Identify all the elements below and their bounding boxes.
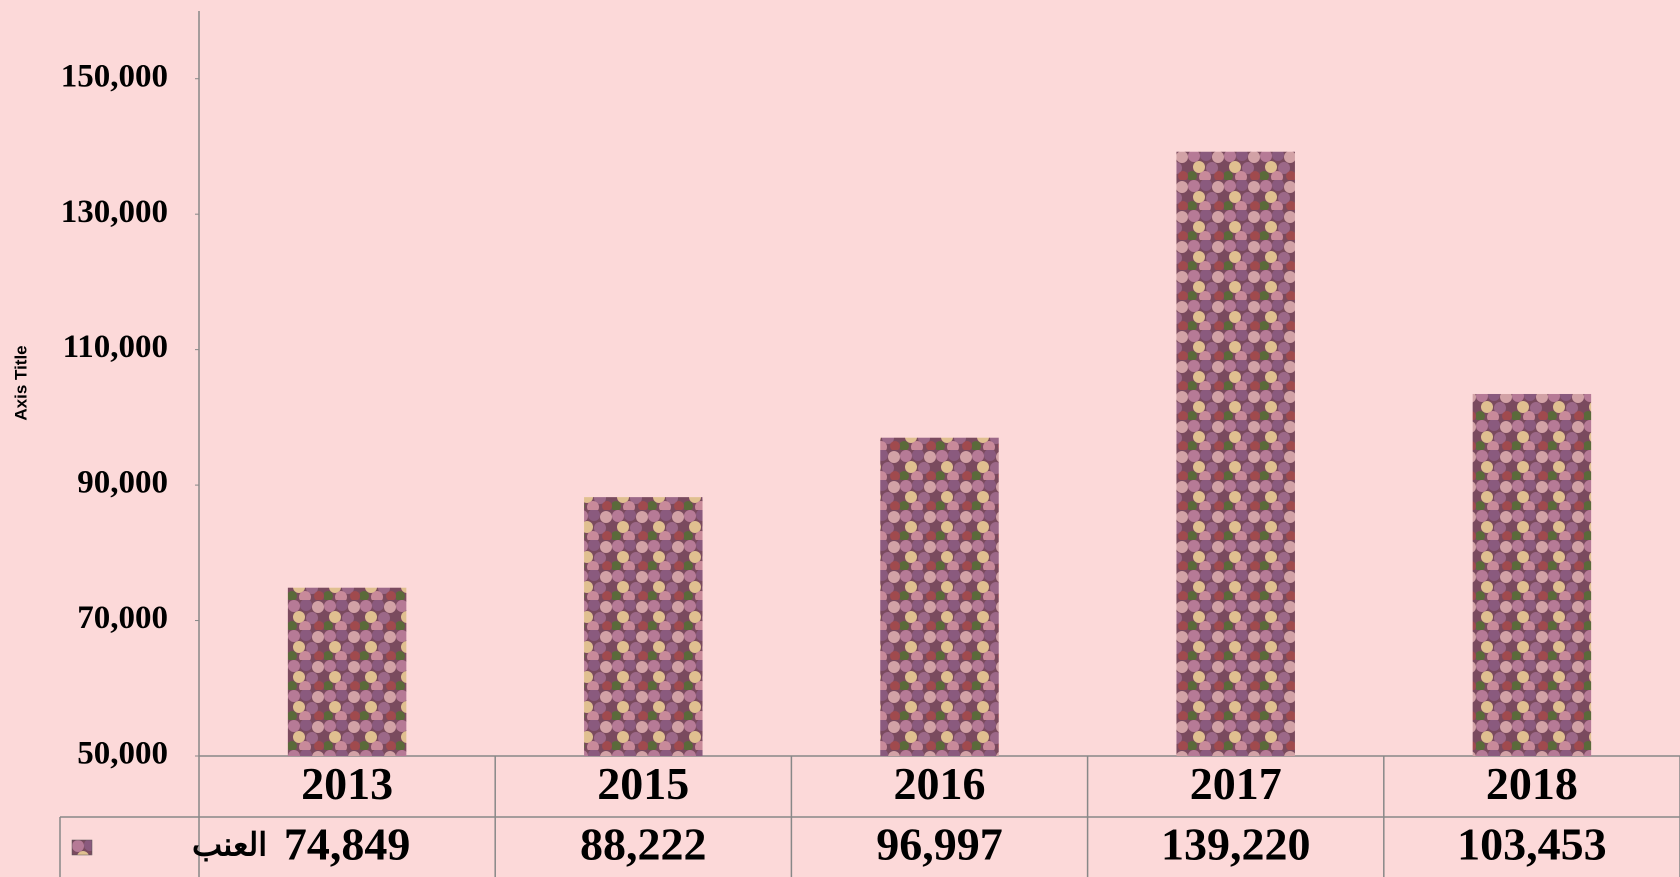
bar: [1473, 394, 1591, 756]
x-tick-label: 2018: [1486, 758, 1578, 809]
bar: [584, 497, 702, 756]
y-tick-label: 110,000: [63, 329, 168, 365]
bar: [1176, 152, 1294, 756]
page: {"chart_data": {"type": "bar", "y_axis_t…: [0, 0, 1680, 877]
x-tick-label: 2013: [301, 758, 393, 809]
chart: Axis Title 50,000 70,000 90,000 110,000 130,…: [0, 0, 1680, 877]
y-axis-title: Axis Title: [11, 345, 30, 420]
bar: [288, 588, 406, 756]
data-label: 103,453: [1457, 819, 1607, 870]
y-tick-label: 150,000: [61, 58, 168, 94]
data-label: 139,220: [1161, 819, 1311, 870]
y-tick-label: 90,000: [77, 465, 168, 501]
legend-label: العنب: [192, 826, 267, 862]
y-tick-label: 130,000: [61, 194, 168, 230]
data-label: 88,222: [580, 819, 707, 870]
data-label: 96,997: [876, 819, 1003, 870]
data-label: 74,849: [284, 819, 411, 870]
x-tick-label: 2016: [894, 758, 986, 809]
x-tick-label: 2017: [1190, 758, 1282, 809]
y-tick-label: 50,000: [77, 736, 168, 772]
x-tick-label: 2015: [597, 758, 689, 809]
y-tick-label: 70,000: [77, 600, 168, 636]
legend-swatch: [72, 840, 92, 855]
bar: [880, 438, 998, 756]
